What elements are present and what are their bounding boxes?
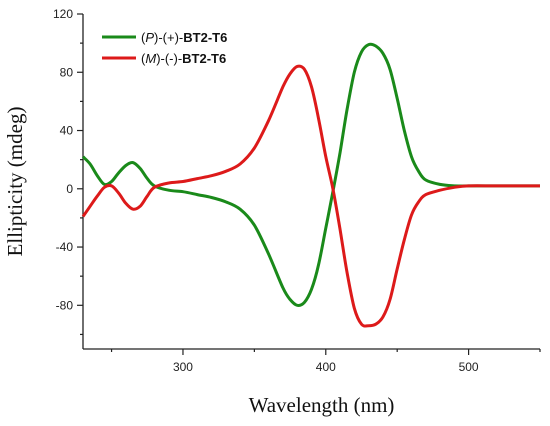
axes (82, 14, 540, 350)
legend-label: (P)-(+)-BT2-T6 (141, 30, 227, 45)
legend: (P)-(+)-BT2-T6 (M)-(-)-BT2-T6 (102, 30, 227, 66)
series-line-m-minus (81, 64, 540, 328)
tick-marks (77, 13, 541, 355)
y-axis-title: Ellipticity (mdeg) (3, 107, 27, 257)
series-line-p-plus (81, 42, 540, 307)
y-tick-label: 80 (60, 65, 74, 79)
y-tick-label: -40 (56, 240, 74, 254)
tick-labels: 300 400 500 -80 -40 0 40 80 120 (53, 7, 479, 374)
series-layer (81, 42, 540, 328)
x-axis-title: Wavelength (nm) (249, 393, 395, 417)
x-tick-label: 300 (173, 360, 193, 374)
y-tick-label: 40 (60, 124, 74, 138)
y-tick-label: 0 (66, 182, 73, 196)
y-tick-label: -80 (56, 298, 74, 312)
legend-label: (M)-(-)-BT2-T6 (141, 51, 226, 66)
x-tick-label: 500 (459, 360, 479, 374)
y-tick-label: 120 (53, 7, 73, 21)
x-tick-label: 400 (316, 360, 336, 374)
